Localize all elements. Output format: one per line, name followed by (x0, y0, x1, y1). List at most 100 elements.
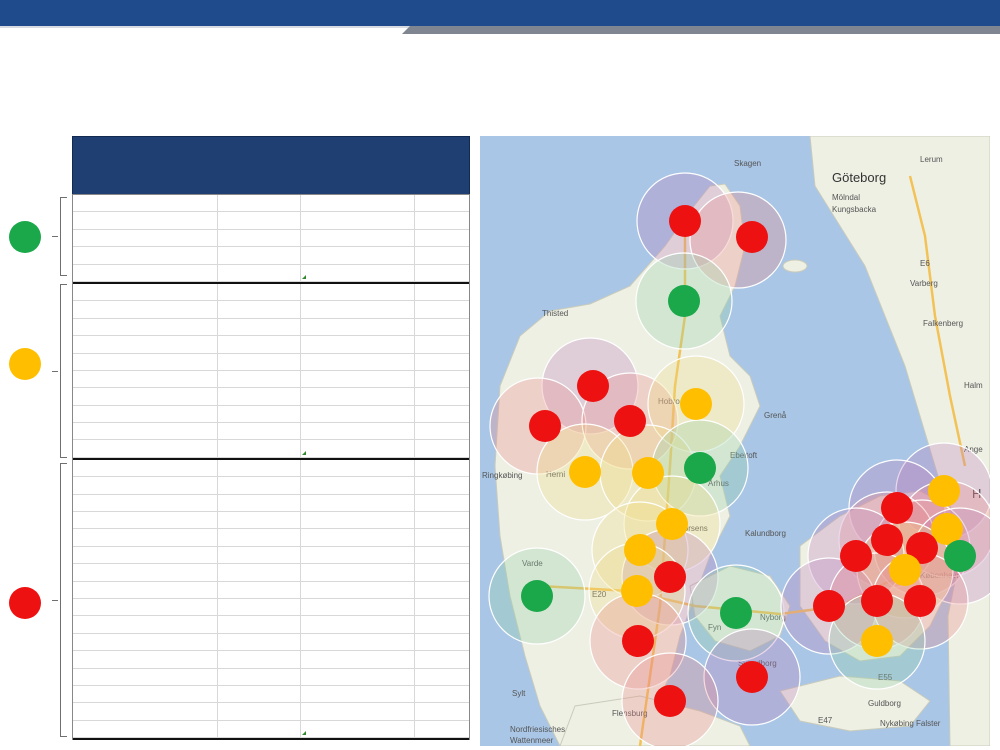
map-label-grenaa: Grenå (764, 411, 787, 420)
map-label-guldborg: Guldborg (868, 699, 901, 708)
amber-group-bracket (60, 284, 67, 458)
site-marker-amber[interactable] (656, 508, 688, 540)
map-label-lerum: Lerum (920, 155, 943, 164)
site-marker-amber[interactable] (632, 457, 664, 489)
site-marker-red[interactable] (614, 405, 646, 437)
site-marker-red[interactable] (906, 532, 938, 564)
map-label-kalundborg: Kalundborg (745, 529, 786, 538)
table-group-green (73, 194, 469, 284)
map-label-thisted: Thisted (542, 309, 568, 318)
status-dot-amber (9, 348, 41, 380)
map-label-wattenmeer: Wattenmeer (510, 736, 554, 745)
site-marker-red[interactable] (736, 661, 768, 693)
map-label-e47: E47 (818, 716, 833, 725)
table-group-amber (73, 283, 469, 460)
site-marker-amber[interactable] (621, 575, 653, 607)
table-row (73, 633, 469, 652)
table-row (73, 229, 469, 248)
table-row (73, 685, 469, 704)
table-row (73, 651, 469, 669)
header-bar (0, 0, 1000, 26)
site-marker-red[interactable] (871, 524, 903, 556)
map-label-goteborg: Göteborg (832, 170, 886, 185)
map-label-h: H (972, 486, 981, 501)
table-row (73, 301, 469, 319)
table-row (73, 247, 469, 265)
table-row (73, 494, 469, 513)
status-dot-green (9, 221, 41, 253)
site-status-table (72, 136, 470, 741)
amber-bracket-tick (52, 371, 58, 372)
map-label-varde: Varde (522, 559, 543, 568)
status-dot-red (9, 587, 41, 619)
map-label-sylt: Sylt (512, 689, 526, 698)
site-marker-amber[interactable] (889, 554, 921, 586)
map-label-skagen: Skagen (734, 159, 761, 168)
site-marker-red[interactable] (654, 685, 686, 717)
site-marker-red[interactable] (881, 492, 913, 524)
table-row (73, 212, 469, 230)
table-row (73, 529, 469, 547)
map-label-nykobing: Nykøbing Falster (880, 719, 941, 728)
table-row (73, 423, 469, 441)
table-row (73, 546, 469, 565)
site-marker-red[interactable] (622, 625, 654, 657)
table-row (73, 336, 469, 354)
map-label-e55: E55 (878, 673, 893, 682)
cell-comment-marker (302, 274, 306, 279)
map-label-ringkobing: Ringkøbing (482, 471, 522, 480)
map-label-nyborg: Nyborg (760, 613, 786, 622)
map-label-horsens: Horsens (678, 524, 708, 533)
land-lolland (779, 675, 931, 732)
denmark-site-map[interactable]: Skagen Göteborg Mölndal Kungsbacka Lerum… (480, 136, 990, 746)
map-label-angelholm: Ange (964, 445, 983, 454)
site-marker-red[interactable] (577, 370, 609, 402)
map-label-kobenhavn: København (920, 571, 961, 580)
map-label-molndal: Mölndal (832, 193, 860, 202)
header-accent-bar (402, 26, 1000, 34)
site-marker-amber[interactable] (861, 625, 893, 657)
site-marker-green[interactable] (521, 580, 553, 612)
site-marker-red[interactable] (813, 590, 845, 622)
road-e6 (908, 175, 967, 467)
map-label-varberg: Varberg (910, 279, 938, 288)
map-label-fyn: Fyn (708, 623, 721, 632)
site-marker-red[interactable] (529, 410, 561, 442)
map-label-aarhus: Århus (708, 479, 729, 488)
site-marker-green[interactable] (944, 540, 976, 572)
table-row (73, 720, 469, 739)
table-row (73, 195, 469, 213)
site-marker-red[interactable] (861, 585, 893, 617)
table-row (73, 581, 469, 599)
site-marker-green[interactable] (720, 597, 752, 629)
site-marker-red[interactable] (736, 221, 768, 253)
site-marker-amber[interactable] (569, 456, 601, 488)
table-row (73, 459, 469, 478)
table-header (72, 136, 470, 195)
site-marker-amber[interactable] (624, 534, 656, 566)
table-row (73, 388, 469, 406)
site-marker-green[interactable] (684, 452, 716, 484)
table-row (73, 353, 469, 371)
table-row (73, 283, 469, 302)
table-row (73, 477, 469, 495)
site-marker-red[interactable] (904, 585, 936, 617)
site-marker-green[interactable] (668, 285, 700, 317)
site-marker-red[interactable] (669, 205, 701, 237)
map-label-e20: E20 (592, 590, 607, 599)
site-marker-red[interactable] (654, 561, 686, 593)
red-bracket-tick (52, 600, 58, 601)
cell-comment-marker (302, 450, 306, 455)
header-underline (0, 26, 410, 28)
site-marker-amber[interactable] (928, 475, 960, 507)
site-marker-red[interactable] (840, 540, 872, 572)
table-row (73, 370, 469, 389)
cell-comment-marker (302, 731, 306, 736)
green-bracket-tick (52, 236, 58, 237)
map-label-nordfriesisches: Nordfriesisches (510, 725, 565, 734)
table-row (73, 703, 469, 721)
site-marker-amber[interactable] (931, 513, 963, 545)
table-row (73, 440, 469, 458)
map-label-herning: Herni (546, 470, 565, 479)
site-marker-amber[interactable] (680, 388, 712, 420)
